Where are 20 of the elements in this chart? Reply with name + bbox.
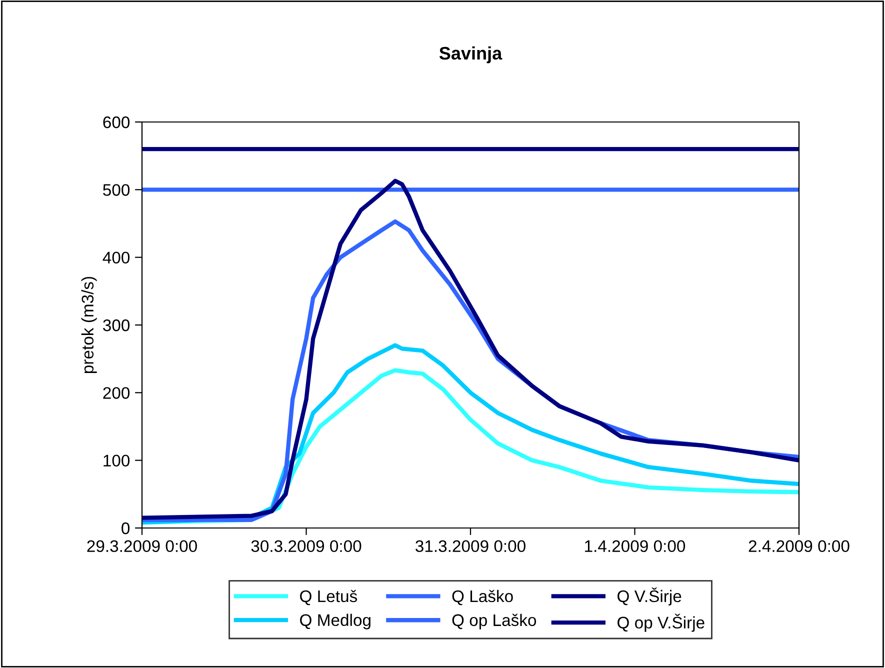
x-tick-label: 30.3.2009 0:00	[251, 540, 362, 552]
y-tick-label: 400	[102, 252, 130, 264]
x-tick-label: 31.3.2009 0:00	[416, 540, 526, 552]
y-tick-label: 100	[104, 454, 130, 467]
y-tick-label: 300	[103, 319, 130, 332]
y-tick-label: 0	[122, 522, 130, 534]
legend-label: Q Letuš	[300, 590, 358, 606]
legend-label: Q Laško	[452, 590, 513, 606]
legend-label: Q op V.Širje	[618, 614, 704, 632]
legend-label: Q Medlog	[300, 614, 370, 630]
y-tick-label: 600	[103, 116, 130, 128]
x-tick-label: 1.4.2009 0:00	[585, 540, 686, 552]
legend-label: Q V.Širje	[618, 587, 682, 606]
y-tick-label: 500	[103, 184, 130, 196]
x-tick-label: 2.4.2009 0:00	[748, 540, 850, 552]
y-tick-label: 200	[103, 387, 130, 399]
y-axis-title: pretok (m3/s)	[81, 276, 97, 374]
chart-title: Savinja	[439, 46, 502, 64]
legend-label: Q op Laško	[452, 614, 536, 630]
x-tick-label: 29.3.2009 0:00	[87, 540, 197, 552]
